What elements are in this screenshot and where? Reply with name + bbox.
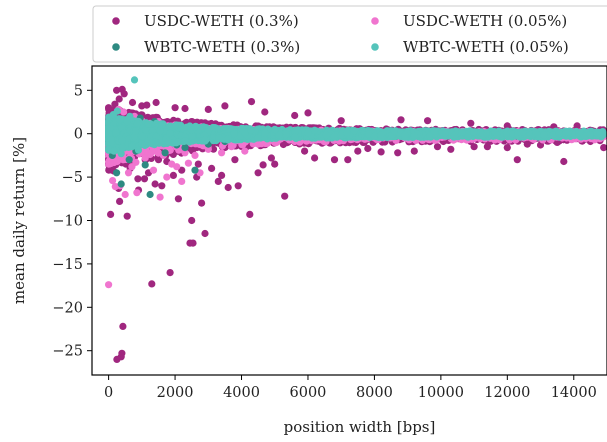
usdc-weth-0-3-point — [208, 164, 216, 172]
usdc-weth-0-3-point — [410, 147, 418, 155]
usdc-weth-0-3-point — [134, 175, 142, 183]
usdc-weth-0-3-point — [261, 108, 269, 116]
usdc-weth-0-3-point — [218, 171, 226, 179]
usdc-weth-0-3-point — [503, 122, 511, 130]
usdc-weth-0-3-point — [174, 195, 182, 203]
usdc-weth-0-3-point — [364, 144, 372, 153]
usdc-weth-0-3-point — [397, 116, 405, 124]
usdc-weth-0-3-point — [513, 156, 521, 164]
usdc-weth-0-3-point — [189, 239, 197, 247]
usdc-weth-0-3-point — [259, 161, 267, 169]
usdc-weth-0-3-point — [291, 111, 299, 120]
usdc-weth-0-3-point — [560, 157, 568, 166]
usdc-weth-0-3-point — [271, 160, 279, 168]
legend-marker — [371, 43, 379, 51]
usdc-weth-0-3-point — [214, 177, 222, 185]
usdc-weth-0-3-point — [231, 156, 239, 164]
usdc-weth-0-3-point — [194, 160, 202, 168]
usdc-weth-0-3-point — [573, 122, 581, 130]
usdc-weth-0-3-point — [234, 182, 242, 190]
usdc-weth-0-3-point — [116, 197, 124, 205]
legend-marker — [112, 43, 120, 51]
usdc-weth-0-3-point — [600, 144, 607, 152]
usdc-weth-0-3-point — [181, 104, 189, 113]
usdc-weth-0-3-point — [148, 280, 156, 288]
legend-label: USDC-WETH (0.3%) — [144, 12, 299, 30]
usdc-weth-0-3-point — [204, 105, 212, 113]
usdc-weth-0-3-point — [166, 269, 174, 277]
usdc-weth-0-3-point — [107, 210, 115, 218]
legend-marker — [371, 17, 379, 25]
usdc-weth-0-3-point — [152, 98, 160, 107]
usdc-weth-0-3-point — [470, 143, 478, 151]
usdc-weth-0-3-point — [344, 156, 352, 164]
usdc-weth-0-3-point — [337, 117, 345, 125]
usdc-weth-0-3-point — [115, 95, 123, 103]
usdc-weth-0-3-point — [119, 322, 127, 330]
usdc-weth-0-3-point — [221, 102, 229, 110]
usdc-weth-0-3-point — [377, 148, 385, 156]
legend-marker — [112, 17, 120, 25]
usdc-weth-0-3-point — [503, 144, 511, 152]
usdc-weth-0-3-point — [523, 140, 531, 148]
usdc-weth-0-3-point — [169, 171, 177, 179]
legend-label: WBTC-WETH (0.05%) — [403, 38, 569, 56]
usdc-weth-0-3-point — [281, 192, 289, 200]
usdc-weth-0-3-point — [224, 183, 232, 192]
usdc-weth-0-3-point — [483, 143, 491, 151]
legend-box — [92, 5, 607, 63]
usdc-weth-0-3-point — [424, 117, 432, 125]
usdc-weth-0-3-point — [433, 143, 442, 151]
usdc-weth-0-3-point — [188, 216, 196, 225]
usdc-weth-0-3-point — [178, 166, 186, 174]
usdc-weth-0-3-point — [189, 145, 197, 153]
usdc-weth-0-3-point — [154, 156, 163, 164]
usdc-weth-0-3-point — [198, 199, 206, 207]
legend-label: WBTC-WETH (0.3%) — [144, 38, 300, 56]
usdc-weth-0-3-point — [118, 349, 126, 357]
usdc-weth-0-3-point — [394, 149, 402, 157]
usdc-weth-0-3-point — [123, 212, 131, 220]
usdc-weth-0-3-point — [171, 104, 179, 112]
usdc-weth-0-3-point — [158, 182, 166, 190]
usdc-weth-0-3-point — [301, 147, 309, 155]
usdc-weth-0-3-point — [113, 86, 121, 94]
legend: USDC-WETH (0.3%) USDC-WETH (0.05%) WBTC-WE… — [92, 5, 607, 63]
usdc-weth-0-3-point — [143, 101, 151, 109]
usdc-weth-0-3-point — [311, 154, 319, 162]
usdc-weth-0-3-point — [111, 100, 119, 108]
usdc-weth-0-3-point — [120, 90, 128, 98]
usdc-weth-0-3-point — [246, 210, 254, 218]
usdc-weth-0-3-point — [467, 119, 475, 127]
usdc-weth-0-3-point — [140, 175, 149, 183]
usdc-weth-0-3-point — [254, 169, 262, 177]
legend-label: USDC-WETH (0.05%) — [403, 12, 567, 30]
usdc-weth-0-3-point — [247, 98, 256, 106]
usdc-weth-0-3-point — [201, 229, 209, 238]
plot-area — [105, 76, 607, 363]
usdc-weth-0-3-point — [447, 145, 455, 153]
usdc-weth-0-3-point — [330, 156, 339, 164]
usdc-weth-0-3-point — [267, 154, 275, 162]
usdc-weth-0-3-point — [304, 109, 312, 117]
usdc-weth-0-3-point — [128, 98, 137, 107]
usdc-weth-0-3-point — [151, 180, 159, 188]
usdc-weth-0-3-point — [354, 147, 362, 155]
